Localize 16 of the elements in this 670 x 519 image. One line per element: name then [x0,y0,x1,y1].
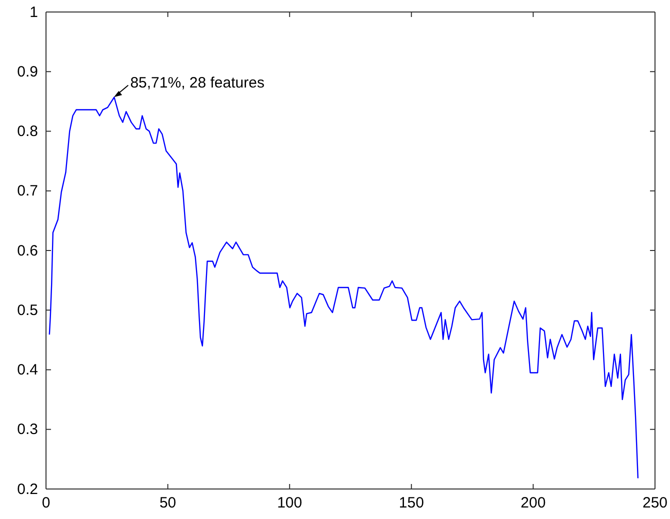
y-tick-label: 0.5 [17,302,38,319]
y-tick-label: 0.3 [17,421,38,438]
x-tick-label: 200 [520,494,546,512]
y-tick-label: 0.8 [17,123,38,140]
y-tick-label: 0.4 [17,362,38,379]
annotation: 85,71%, 28 features [130,74,264,92]
x-tick-label: 250 [642,494,668,512]
y-tick-label: 0.9 [17,63,38,80]
x-tick-label: 50 [159,494,176,512]
y-tick-label: 0.6 [17,242,38,260]
x-tick-label: 150 [398,494,424,512]
y-tick-label: 0.2 [17,480,38,498]
y-tick-label: 0.7 [17,182,38,200]
x-tick-label: 0 [42,494,50,512]
x-tick-label: 100 [277,494,302,512]
y-tick-label: 1 [30,4,38,21]
